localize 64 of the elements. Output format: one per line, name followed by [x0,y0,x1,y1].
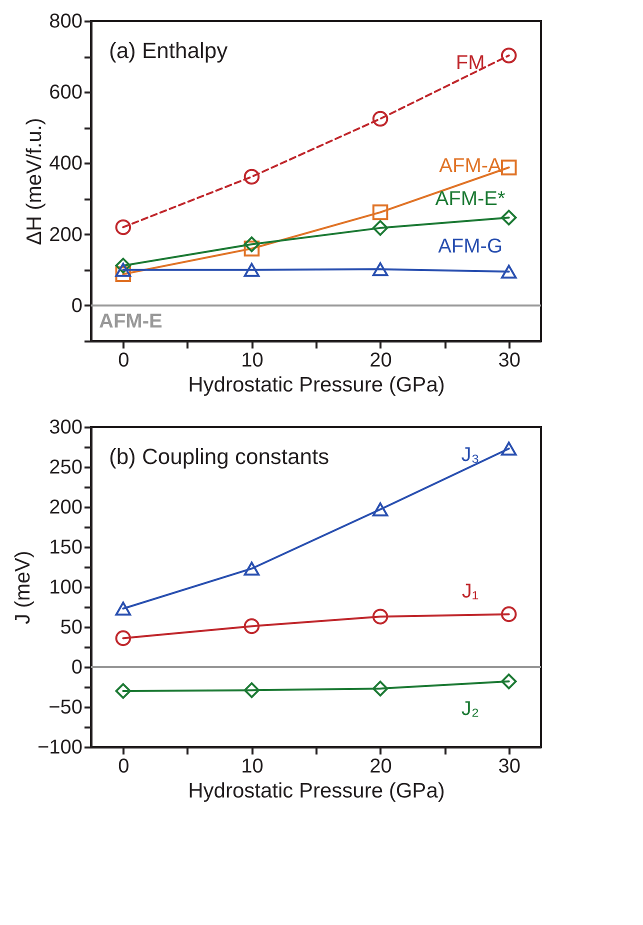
point [244,562,260,576]
y-tick-label: 0 [71,294,82,317]
x-axis-title: Hydrostatic Pressure (GPa) [188,780,445,802]
ref-line-label: AFM-E [99,310,162,332]
series-label: AFM-G [438,235,503,258]
text: (a) Enthalpy [109,38,228,63]
point [244,262,260,277]
y-tick-label: 800 [49,10,82,32]
x-tick-label: 0 [118,350,130,372]
point [244,682,260,698]
point [372,680,388,696]
x-axis-title: Hydrostatic Pressure (GPa) [188,374,445,396]
point [500,48,517,64]
x-tick-label: 10 [241,350,264,372]
y-tick-label: 0 [71,656,82,678]
y-tick-label: 600 [49,82,82,104]
point [244,240,260,256]
x-tick-label: 0 [118,756,130,778]
point [244,168,260,185]
x-tick-label: 10 [241,756,264,778]
y-tick-label: 300 [49,416,82,438]
point [500,160,517,176]
point [115,219,132,236]
point [115,683,132,699]
series-label: AFM-A [439,154,502,177]
y-tick-label: 200 [49,496,82,518]
point [500,674,517,690]
y-tick-label: 250 [49,456,82,478]
point [372,220,388,236]
text: (b) Coupling constants [109,444,330,469]
x-tick-label: 20 [370,756,392,778]
point [500,606,517,622]
x-tick-label: 20 [370,350,392,372]
point [372,502,388,516]
point [244,236,260,252]
x-tick-label: 30 [498,756,520,778]
series-label: FM [456,52,485,74]
point [115,262,132,277]
point [115,630,132,646]
y-tick-label: −50 [48,696,82,718]
series-label: J₂ [461,698,480,720]
series-label: J₁ [462,580,479,602]
point [372,608,388,624]
point [500,442,517,456]
point [372,262,388,276]
series-label: AFM-E* [435,188,506,210]
y-axis-title: J (meV) [11,550,34,624]
y-tick-label: 150 [49,536,82,558]
point [500,210,517,226]
point [244,618,260,634]
series-label: J₃ [461,444,480,466]
y-tick-label: −100 [37,736,82,758]
y-tick-label: 100 [49,576,82,598]
y-tick-label: 50 [60,616,82,638]
y-tick-label: 400 [49,152,82,175]
point [115,266,132,282]
point [372,204,388,220]
point [115,602,132,616]
y-tick-label: 200 [49,224,82,246]
point [115,258,132,274]
point [372,110,388,127]
point [500,264,517,279]
y-axis-title: ΔH (meV/f.u.) [23,118,46,246]
x-tick-label: 30 [498,350,520,372]
